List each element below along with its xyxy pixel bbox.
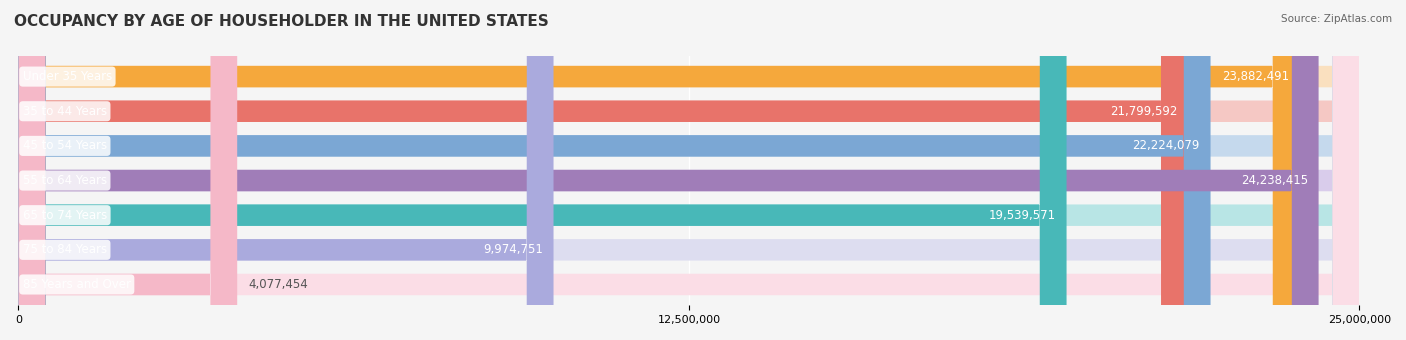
- FancyBboxPatch shape: [18, 0, 1319, 340]
- FancyBboxPatch shape: [18, 0, 1360, 340]
- FancyBboxPatch shape: [18, 0, 238, 340]
- FancyBboxPatch shape: [18, 0, 1360, 340]
- FancyBboxPatch shape: [18, 0, 554, 340]
- Text: 4,077,454: 4,077,454: [247, 278, 308, 291]
- Text: 35 to 44 Years: 35 to 44 Years: [22, 105, 107, 118]
- FancyBboxPatch shape: [18, 0, 1211, 340]
- FancyBboxPatch shape: [18, 0, 1360, 340]
- Text: 55 to 64 Years: 55 to 64 Years: [22, 174, 107, 187]
- Text: 45 to 54 Years: 45 to 54 Years: [22, 139, 107, 152]
- Text: 9,974,751: 9,974,751: [482, 243, 543, 256]
- FancyBboxPatch shape: [18, 0, 1299, 340]
- Text: 21,799,592: 21,799,592: [1109, 105, 1177, 118]
- FancyBboxPatch shape: [18, 0, 1360, 340]
- Text: Source: ZipAtlas.com: Source: ZipAtlas.com: [1281, 14, 1392, 23]
- Text: OCCUPANCY BY AGE OF HOUSEHOLDER IN THE UNITED STATES: OCCUPANCY BY AGE OF HOUSEHOLDER IN THE U…: [14, 14, 548, 29]
- FancyBboxPatch shape: [18, 0, 1360, 340]
- FancyBboxPatch shape: [18, 0, 1067, 340]
- Text: 65 to 74 Years: 65 to 74 Years: [22, 209, 107, 222]
- Text: 24,238,415: 24,238,415: [1240, 174, 1308, 187]
- FancyBboxPatch shape: [18, 0, 1360, 340]
- FancyBboxPatch shape: [18, 0, 1188, 340]
- Text: Under 35 Years: Under 35 Years: [22, 70, 112, 83]
- Text: 85 Years and Over: 85 Years and Over: [22, 278, 131, 291]
- Text: 75 to 84 Years: 75 to 84 Years: [22, 243, 107, 256]
- Text: 22,224,079: 22,224,079: [1132, 139, 1199, 152]
- Text: 19,539,571: 19,539,571: [988, 209, 1056, 222]
- Text: 23,882,491: 23,882,491: [1222, 70, 1289, 83]
- FancyBboxPatch shape: [18, 0, 1360, 340]
